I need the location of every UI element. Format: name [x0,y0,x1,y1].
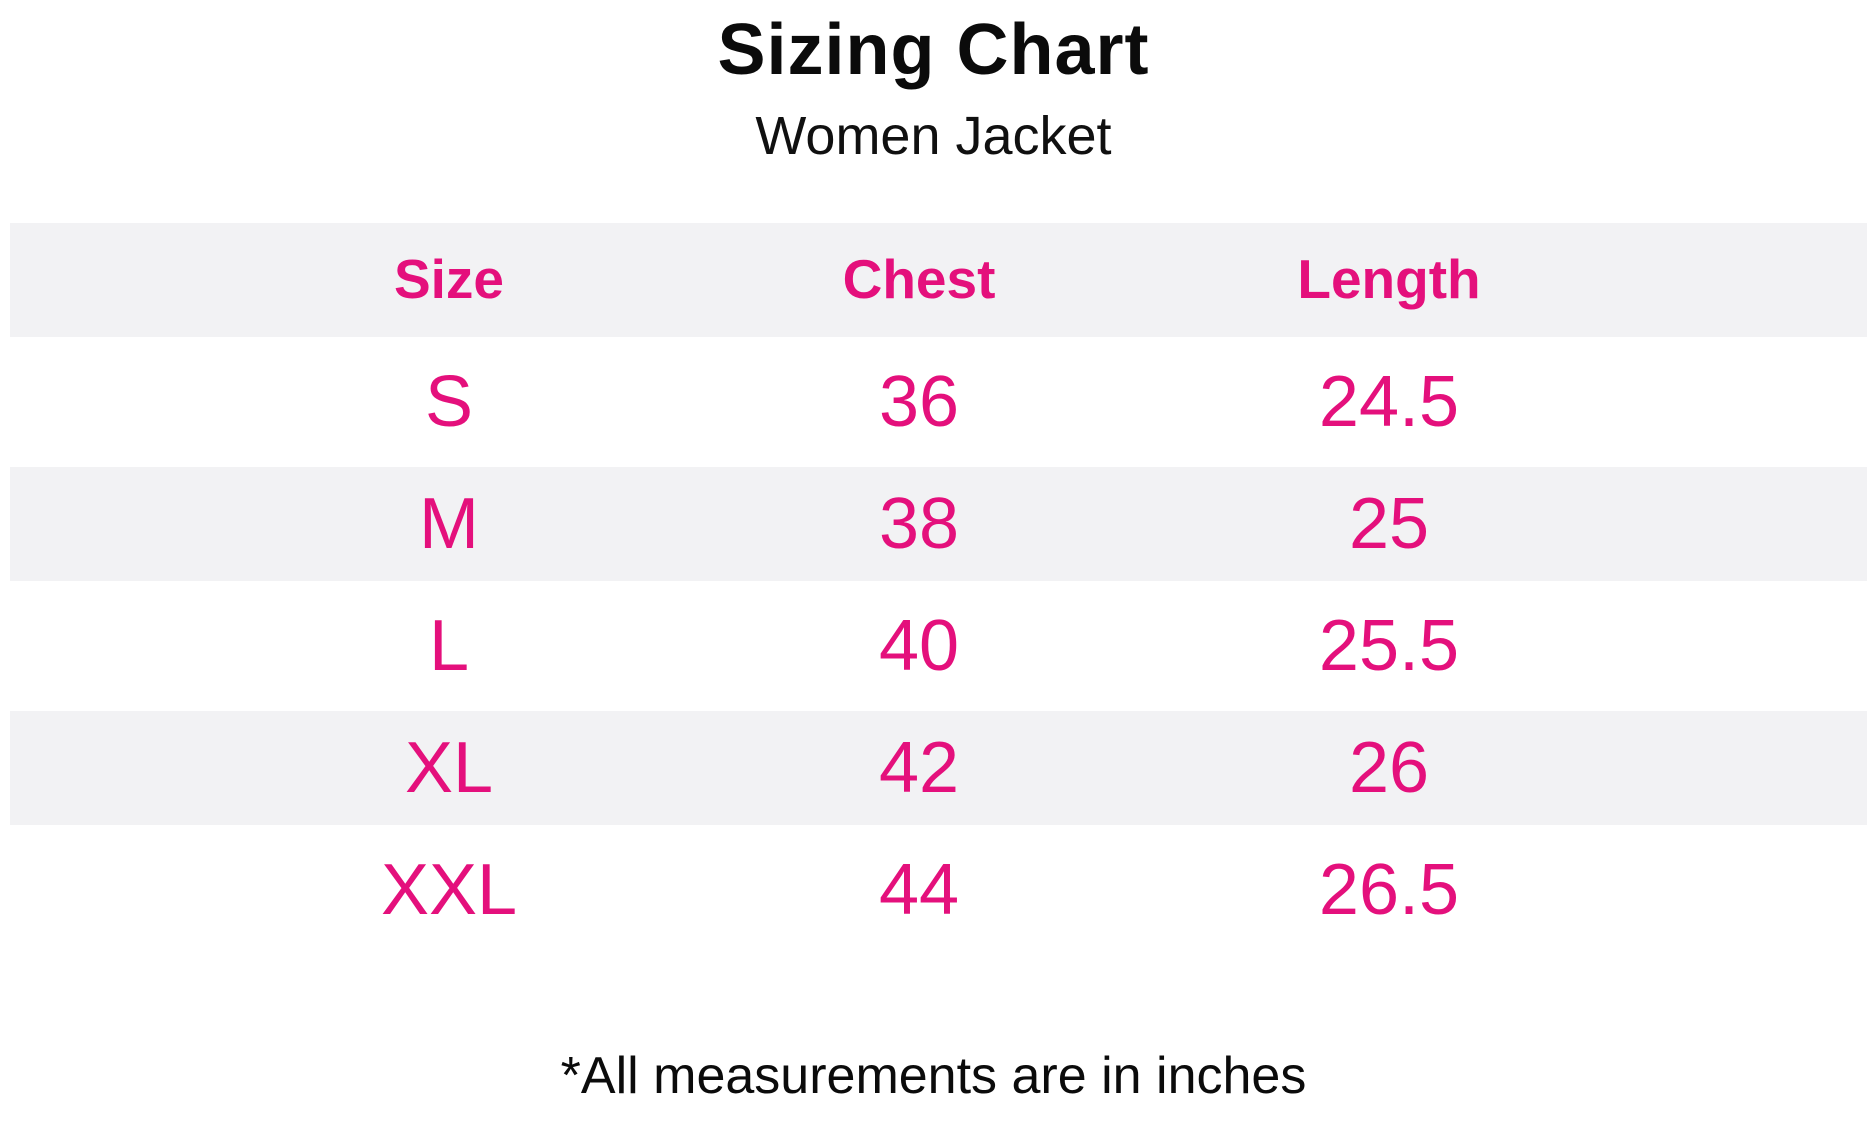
table-row: XXL 44 26.5 [10,829,1867,951]
table-cell: 44 [878,849,960,930]
table-cell: XL [404,727,494,808]
table-cell: 42 [878,727,960,808]
measurements-footnote: *All measurements are in inches [560,1046,1307,1105]
table-cell: 26 [1348,727,1430,808]
table-cell: 25 [1348,483,1430,564]
table-row: XL 42 26 [10,706,1867,829]
table-row: L 40 25.5 [10,585,1867,707]
table-cell: XXL [380,849,518,930]
column-header: Size [393,248,505,311]
page-subtitle: Women Jacket [755,105,1112,166]
table-cell: L [428,605,470,686]
table-cell: 38 [878,483,960,564]
table-row: S 36 24.5 [10,341,1867,463]
sizing-table: Size Chest Length S 36 24.5 M 38 25 L 40 25.5 XL 42 26… [0,218,1867,951]
table-cell: M [419,483,479,564]
table-row: M 38 25 [10,462,1867,585]
column-header: Length [1297,248,1481,311]
table-cell: 24.5 [1318,361,1460,442]
table-cell: 36 [878,361,960,442]
table-cell: 25.5 [1318,605,1460,686]
table-header-row: Size Chest Length [10,218,1867,341]
table-cell: 40 [878,605,960,686]
table-cell: 26.5 [1318,849,1460,930]
column-header: Chest [842,248,996,311]
table-cell: S [424,361,474,442]
page-title: Sizing Chart [717,10,1150,90]
